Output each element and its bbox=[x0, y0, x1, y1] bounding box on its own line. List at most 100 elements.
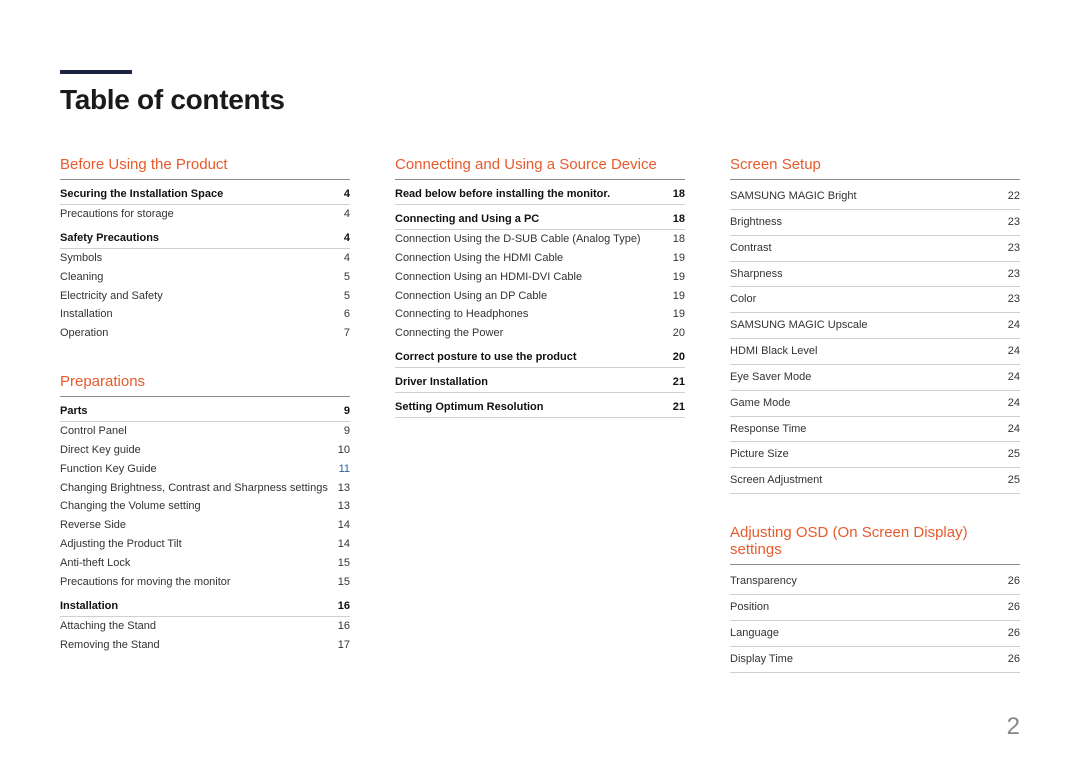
toc-item[interactable]: Contrast23 bbox=[730, 236, 1020, 262]
toc-item[interactable]: HDMI Black Level24 bbox=[730, 339, 1020, 365]
toc-item[interactable]: Connecting to Headphones19 bbox=[395, 305, 685, 324]
toc-item[interactable]: Connection Using an HDMI-DVI Cable19 bbox=[395, 268, 685, 287]
toc-item[interactable]: Electricity and Safety5 bbox=[60, 287, 350, 306]
title-accent-bar bbox=[60, 70, 132, 74]
toc-label: Electricity and Safety bbox=[60, 289, 344, 304]
toc-page: 11 bbox=[339, 462, 350, 477]
toc-group-head[interactable]: Setting Optimum Resolution21 bbox=[395, 397, 685, 418]
toc-group-head[interactable]: Connecting and Using a PC18 bbox=[395, 209, 685, 230]
toc-item[interactable]: SAMSUNG MAGIC Upscale24 bbox=[730, 313, 1020, 339]
toc-label: Contrast bbox=[730, 241, 1008, 256]
page-title: Table of contents bbox=[60, 84, 1020, 116]
toc-label: Precautions for moving the monitor bbox=[60, 575, 338, 590]
toc-page: 6 bbox=[344, 307, 350, 322]
toc-page: 4 bbox=[344, 207, 350, 222]
toc-item[interactable]: Precautions for storage4 bbox=[60, 205, 350, 224]
toc-item[interactable]: Color23 bbox=[730, 287, 1020, 313]
toc-item[interactable]: Brightness23 bbox=[730, 210, 1020, 236]
toc-item[interactable]: Picture Size25 bbox=[730, 442, 1020, 468]
toc-item[interactable]: Connection Using the HDMI Cable19 bbox=[395, 249, 685, 268]
toc-label: Connection Using the HDMI Cable bbox=[395, 251, 673, 266]
toc-item[interactable]: Changing the Volume setting13 bbox=[60, 497, 350, 516]
toc-item[interactable]: Reverse Side14 bbox=[60, 516, 350, 535]
toc-item[interactable]: Direct Key guide10 bbox=[60, 441, 350, 460]
toc-item[interactable]: Connection Using an DP Cable19 bbox=[395, 287, 685, 306]
toc-item[interactable]: Adjusting the Product Tilt14 bbox=[60, 535, 350, 554]
toc-page: 4 bbox=[344, 232, 350, 244]
toc-label: Brightness bbox=[730, 215, 1008, 230]
section-title[interactable]: Connecting and Using a Source Device bbox=[395, 156, 685, 180]
toc-page: 7 bbox=[344, 326, 350, 341]
toc-column: Screen SetupSAMSUNG MAGIC Bright22Bright… bbox=[730, 156, 1020, 673]
toc-page: 15 bbox=[338, 575, 350, 590]
toc-page: 17 bbox=[338, 638, 350, 653]
toc-page: 24 bbox=[1008, 344, 1020, 359]
section-title[interactable]: Before Using the Product bbox=[60, 156, 350, 180]
toc-label: Reverse Side bbox=[60, 518, 338, 533]
toc-page: 16 bbox=[338, 619, 350, 634]
toc-item[interactable]: Connecting the Power20 bbox=[395, 324, 685, 343]
toc-label: Connection Using the D-SUB Cable (Analog… bbox=[395, 232, 673, 247]
toc-page: 23 bbox=[1008, 267, 1020, 282]
toc-page: 26 bbox=[1008, 600, 1020, 615]
toc-column: Connecting and Using a Source Device Read… bbox=[395, 156, 685, 673]
toc-label: Safety Precautions bbox=[60, 232, 159, 244]
toc-item[interactable]: Function Key Guide11 bbox=[60, 460, 350, 479]
toc-item[interactable]: Removing the Stand17 bbox=[60, 636, 350, 655]
toc-label: Picture Size bbox=[730, 447, 1008, 462]
toc-item[interactable]: Changing Brightness, Contrast and Sharpn… bbox=[60, 479, 350, 498]
toc-group-head[interactable]: Read below before installing the monitor… bbox=[395, 184, 685, 205]
toc-page: 18 bbox=[673, 188, 685, 200]
toc-item[interactable]: Transparency26 bbox=[730, 569, 1020, 595]
toc-item[interactable]: Sharpness23 bbox=[730, 262, 1020, 288]
toc-group-head[interactable]: Parts 9 bbox=[60, 401, 350, 422]
toc-page: 23 bbox=[1008, 292, 1020, 307]
toc-item[interactable]: Eye Saver Mode24 bbox=[730, 365, 1020, 391]
section-title[interactable]: Screen Setup bbox=[730, 156, 1020, 180]
toc-label: Setting Optimum Resolution bbox=[395, 401, 544, 413]
toc-label: Attaching the Stand bbox=[60, 619, 338, 634]
toc-item[interactable]: Cleaning5 bbox=[60, 268, 350, 287]
toc-label: Adjusting the Product Tilt bbox=[60, 537, 338, 552]
toc-label: Screen Adjustment bbox=[730, 473, 1008, 488]
toc-item[interactable]: Connection Using the D-SUB Cable (Analog… bbox=[395, 230, 685, 249]
toc-item[interactable]: Anti-theft Lock15 bbox=[60, 554, 350, 573]
toc-group-head[interactable]: Driver Installation21 bbox=[395, 372, 685, 393]
toc-group-head[interactable]: Correct posture to use the product20 bbox=[395, 347, 685, 368]
toc-page: 4 bbox=[344, 188, 350, 200]
toc-item[interactable]: Symbols4 bbox=[60, 249, 350, 268]
toc-item[interactable]: SAMSUNG MAGIC Bright22 bbox=[730, 184, 1020, 210]
toc-page: 13 bbox=[338, 481, 350, 496]
toc-item[interactable]: Game Mode24 bbox=[730, 391, 1020, 417]
toc-page: 20 bbox=[673, 351, 685, 363]
toc-item[interactable]: Attaching the Stand16 bbox=[60, 617, 350, 636]
toc-item[interactable]: Response Time24 bbox=[730, 417, 1020, 443]
toc-item[interactable]: Operation7 bbox=[60, 324, 350, 343]
toc-label: Changing Brightness, Contrast and Sharpn… bbox=[60, 481, 338, 496]
toc-columns: Before Using the Product Securing the Ins… bbox=[60, 156, 1020, 673]
toc-page: 24 bbox=[1008, 318, 1020, 333]
toc-page: 10 bbox=[338, 443, 350, 458]
toc-label: Installation bbox=[60, 600, 118, 612]
toc-column: Before Using the Product Securing the Ins… bbox=[60, 156, 350, 673]
toc-page: 9 bbox=[344, 405, 350, 417]
toc-item[interactable]: Installation6 bbox=[60, 305, 350, 324]
toc-page: 24 bbox=[1008, 422, 1020, 437]
toc-item[interactable]: Language26 bbox=[730, 621, 1020, 647]
toc-group-head[interactable]: Installation16 bbox=[60, 596, 350, 617]
toc-label: Language bbox=[730, 626, 1008, 641]
toc-item[interactable]: Control Panel9 bbox=[60, 422, 350, 441]
toc-group-head[interactable]: Safety Precautions 4 bbox=[60, 228, 350, 249]
toc-item[interactable]: Position26 bbox=[730, 595, 1020, 621]
toc-item[interactable]: Precautions for moving the monitor15 bbox=[60, 573, 350, 592]
toc-item[interactable]: Display Time26 bbox=[730, 647, 1020, 673]
toc-label: Parts bbox=[60, 405, 88, 417]
toc-label: Game Mode bbox=[730, 396, 1008, 411]
section-title[interactable]: Adjusting OSD (On Screen Display) settin… bbox=[730, 524, 1020, 565]
toc-item[interactable]: Screen Adjustment25 bbox=[730, 468, 1020, 494]
toc-label: Connecting to Headphones bbox=[395, 307, 673, 322]
toc-label: Symbols bbox=[60, 251, 344, 266]
section-title[interactable]: Preparations bbox=[60, 373, 350, 397]
toc-group-head[interactable]: Securing the Installation Space4 bbox=[60, 184, 350, 205]
toc-page: 19 bbox=[673, 289, 685, 304]
